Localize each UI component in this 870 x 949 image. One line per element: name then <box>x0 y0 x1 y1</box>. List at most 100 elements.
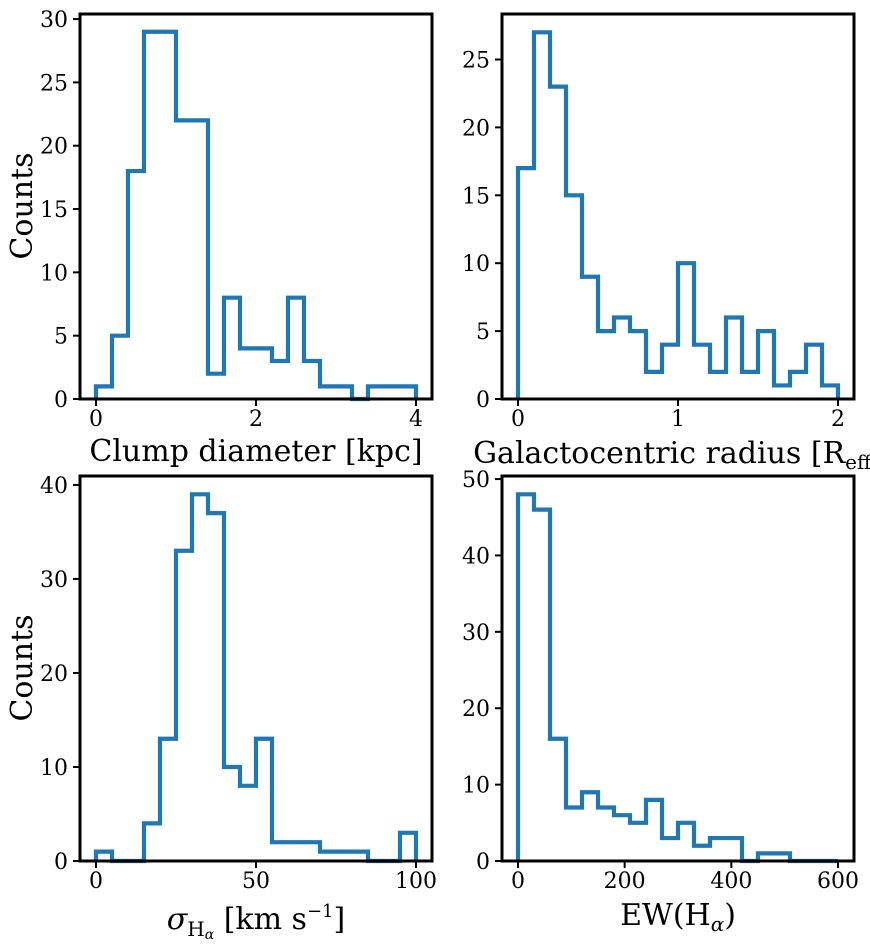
xlabel-ew-sub: α <box>711 912 725 936</box>
histogram-bin <box>176 551 192 861</box>
histogram-bin <box>112 336 128 399</box>
histogram-bin <box>742 372 758 399</box>
histogram-bin <box>582 277 598 399</box>
histogram-bin <box>208 513 224 861</box>
histogram-bin <box>534 510 550 861</box>
x-tick-label: 2 <box>831 407 845 432</box>
histogram-bin <box>614 318 630 399</box>
histogram-bin <box>598 808 614 861</box>
histogram-bin <box>710 372 726 399</box>
histogram-bin <box>646 800 662 861</box>
y-tick-label: 0 <box>476 850 490 875</box>
histogram-bin <box>806 345 822 399</box>
histogram-bin <box>566 808 582 861</box>
histogram-bin <box>598 331 614 399</box>
y-tick-label: 10 <box>40 261 68 286</box>
histogram-bin <box>534 32 550 399</box>
x-tick-label: 0 <box>89 869 103 894</box>
xlabel-ew-main: EW(H <box>620 898 711 933</box>
y-tick-label: 5 <box>476 320 490 345</box>
axes-frame <box>500 474 856 863</box>
histogram-bin <box>304 361 320 399</box>
y-tick-label: 5 <box>54 325 68 350</box>
histogram-bin <box>208 374 224 399</box>
panel-galactocentric-radius: Galactocentric radius [Reff] 01205101520… <box>462 12 870 474</box>
x-tick-label: 4 <box>409 407 423 432</box>
xlabel-sigma-sub: H <box>187 917 204 941</box>
histogram-bin <box>272 842 288 861</box>
histogram-bin <box>256 348 272 399</box>
y-tick-label: 20 <box>462 116 490 141</box>
panel-sigma-halpha: Counts σHα [km s−1] 0 50 100 0 10 20 30 40 <box>5 474 437 943</box>
histogram-bin <box>630 331 646 399</box>
y-tick-label: 25 <box>40 71 68 96</box>
x-tick-label: 100 <box>395 869 437 894</box>
histogram-bin <box>678 823 694 861</box>
histogram-bin <box>144 823 160 861</box>
y-tick-label: 15 <box>462 184 490 209</box>
x-tick-label: 2 <box>249 407 263 432</box>
x-tick-label: 400 <box>710 869 752 894</box>
xlabel-units: [km s <box>214 902 307 937</box>
histogram-bin <box>790 372 806 399</box>
y-tick-label: 30 <box>462 621 490 646</box>
axes-frame <box>78 12 434 401</box>
x-tick-label: 0 <box>511 407 525 432</box>
panel-clump-diameter: Counts Clump diameter [kpc] 0 2 4 0 5 10 15 20 2… <box>5 8 434 469</box>
xlabel-ew-halpha: EW(Hα) <box>620 898 736 936</box>
xlabel-ew-close: ) <box>724 898 736 933</box>
histogram-bin <box>582 792 598 861</box>
xlabel-clump-diameter: Clump diameter [kpc] <box>89 434 422 469</box>
histogram-bin <box>710 838 726 861</box>
xlabel-subscript: eff <box>845 450 870 474</box>
x-tick-label: 200 <box>604 869 646 894</box>
histogram-bin <box>128 171 144 399</box>
x-tick-label: 0 <box>511 869 525 894</box>
histogram-bin <box>694 846 710 861</box>
x-tick-label: 0 <box>89 407 103 432</box>
ylabel-counts-top: Counts <box>5 152 40 259</box>
y-tick-label: 25 <box>462 48 490 73</box>
xlabel-sigma: σ <box>167 902 189 937</box>
histogram-bin <box>192 120 208 399</box>
xlabel-sigma-halpha: σHα [km s−1] <box>167 901 345 943</box>
ylabel-counts-bottom: Counts <box>5 614 40 721</box>
xlabel-units-sup: −1 <box>307 901 334 922</box>
histogram-bin <box>678 263 694 399</box>
histogram-bin <box>224 767 240 861</box>
y-tick-label: 10 <box>462 774 490 799</box>
histogram-bin <box>256 739 272 861</box>
histogram-bin <box>224 298 240 399</box>
y-tick-label: 40 <box>40 474 68 499</box>
histogram-bin <box>662 838 678 861</box>
histogram-bin <box>240 786 256 861</box>
xlabel-sigma-subsub: α <box>205 927 215 943</box>
x-tick-label: 1 <box>671 407 685 432</box>
y-tick-label: 0 <box>476 388 490 413</box>
panel-ew-halpha: EW(Hα) 0 200 400 600 0 10 20 30 40 50 <box>462 468 859 936</box>
histogram-bin <box>758 331 774 399</box>
histogram-bin <box>550 87 566 399</box>
histogram-bin <box>518 494 534 861</box>
y-tick-label: 50 <box>462 468 490 493</box>
histogram-bin <box>550 739 566 861</box>
histogram-bin <box>160 32 176 399</box>
y-tick-label: 30 <box>40 8 68 33</box>
xlabel-main: Galactocentric radius [R <box>473 436 846 471</box>
histogram-step-line <box>93 29 419 402</box>
histogram-step-line <box>93 492 419 864</box>
x-tick-label: 50 <box>242 869 270 894</box>
histogram-bin <box>726 318 742 399</box>
histogram-bin <box>646 372 662 399</box>
histogram-bin <box>304 842 320 861</box>
xlabel-units-close: ] <box>334 902 346 937</box>
histogram-step-line <box>515 30 841 399</box>
y-tick-label: 15 <box>40 198 68 223</box>
histogram-bin <box>614 815 630 861</box>
y-tick-label: 0 <box>54 388 68 413</box>
y-tick-label: 10 <box>40 756 68 781</box>
histogram-bin <box>566 195 582 399</box>
y-tick-label: 30 <box>40 568 68 593</box>
histogram-bin <box>518 168 534 399</box>
